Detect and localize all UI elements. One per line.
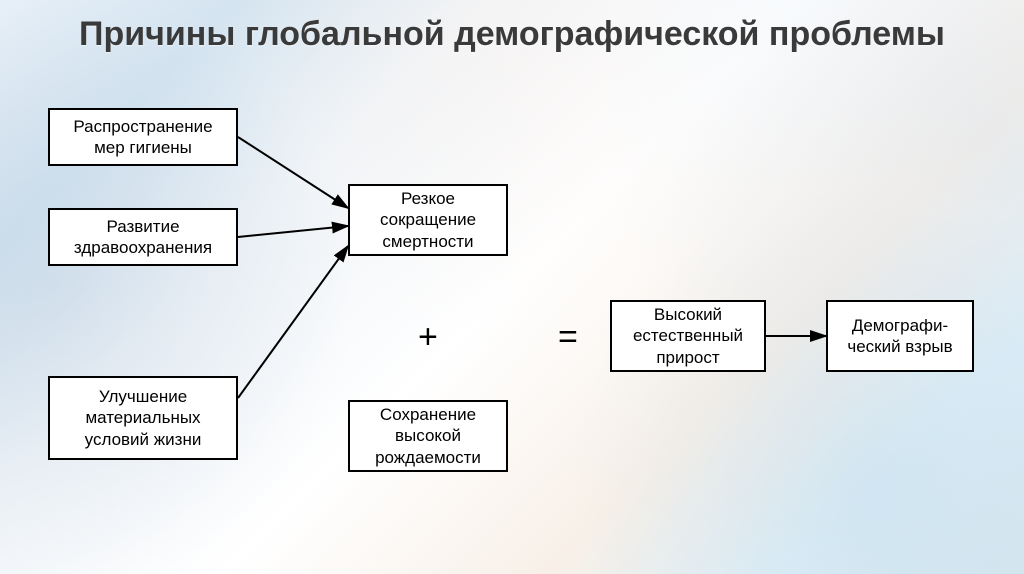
node-label: Демографи-ческий взрыв: [836, 315, 964, 358]
node-label: Развитие здравоохранения: [58, 216, 228, 259]
edge: [238, 137, 348, 208]
node-health: Развитие здравоохранения: [48, 208, 238, 266]
node-label: Высокий естественный прирост: [620, 304, 756, 368]
node-growth: Высокий естественный прирост: [610, 300, 766, 372]
node-hygiene: Распространение мер гигиены: [48, 108, 238, 166]
node-label: Улучшение материальных условий жизни: [58, 386, 228, 450]
node-label: Резкое сокращение смертности: [358, 188, 498, 252]
edge: [238, 246, 348, 398]
operator-plus: +: [418, 318, 438, 357]
node-birthrate: Сохранение высокой рождаемости: [348, 400, 508, 472]
node-boom: Демографи-ческий взрыв: [826, 300, 974, 372]
node-label: Распространение мер гигиены: [58, 116, 228, 159]
operator-equals: =: [558, 318, 578, 357]
page-title: Причины глобальной демографической пробл…: [0, 14, 1024, 55]
node-mortality: Резкое сокращение смертности: [348, 184, 508, 256]
edge: [238, 226, 348, 237]
flowchart: Распространение мер гигиены Развитие здр…: [48, 108, 976, 548]
node-label: Сохранение высокой рождаемости: [358, 404, 498, 468]
node-material: Улучшение материальных условий жизни: [48, 376, 238, 460]
